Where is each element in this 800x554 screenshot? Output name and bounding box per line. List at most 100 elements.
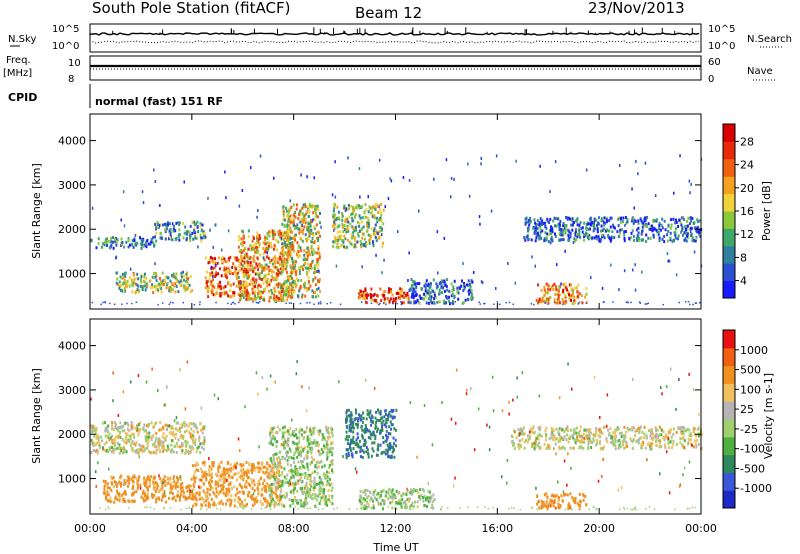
power-noise-cell bbox=[450, 195, 452, 199]
power-echo-cell bbox=[641, 238, 644, 242]
power-echo-cell bbox=[681, 226, 684, 230]
power-echo-cell bbox=[538, 299, 541, 303]
power-echo-cell bbox=[288, 241, 291, 245]
velocity-echo-cell bbox=[300, 450, 303, 454]
velocity-echo-cell bbox=[196, 430, 199, 434]
velocity-echo-cell bbox=[266, 482, 269, 486]
power-echo-cell bbox=[228, 258, 230, 262]
power-echo-cell bbox=[367, 293, 370, 297]
velocity-echo-cell bbox=[156, 482, 159, 486]
power-echo-cell bbox=[299, 265, 302, 269]
power-echo-cell bbox=[263, 288, 266, 292]
velocity-echo-cell bbox=[244, 504, 247, 508]
power-echo-cell bbox=[317, 215, 319, 219]
velocity-echo-cell bbox=[155, 431, 158, 435]
power-echo-cell bbox=[303, 225, 306, 229]
velocity-echo-cell bbox=[193, 476, 195, 480]
velocity-echo-cell bbox=[315, 444, 318, 447]
power-echo-cell bbox=[578, 228, 581, 232]
velocity-echo-cell bbox=[369, 436, 372, 440]
velocity-echo-cell bbox=[179, 435, 182, 439]
velocity-echo-cell bbox=[176, 480, 179, 484]
power-ground-dot bbox=[285, 302, 287, 304]
velocity-echo-cell bbox=[153, 486, 156, 490]
power-echo-cell bbox=[154, 275, 157, 279]
power-noise-cell bbox=[673, 191, 675, 195]
power-echo-cell bbox=[562, 228, 565, 232]
velocity-echo-cell bbox=[181, 486, 184, 489]
power-noise-cell bbox=[91, 206, 94, 210]
power-echo-cell bbox=[268, 244, 270, 248]
power-echo-cell bbox=[149, 286, 152, 290]
power-noise-cell bbox=[331, 193, 334, 197]
power-noise-cell bbox=[407, 279, 409, 282]
power-echo-cell bbox=[308, 202, 311, 206]
power-echo-cell bbox=[339, 237, 342, 241]
velocity-echo-cell bbox=[185, 423, 188, 427]
velocity-echo-cell bbox=[301, 473, 304, 476]
velocity-echo-cell bbox=[115, 481, 117, 484]
velocity-echo-cell bbox=[364, 430, 367, 434]
velocity-echo-cell bbox=[309, 483, 312, 487]
velocity-echo-cell bbox=[344, 437, 347, 441]
power-echo-cell bbox=[307, 228, 310, 231]
power-echo-cell bbox=[561, 238, 563, 241]
power-echo-cell bbox=[210, 280, 213, 284]
velocity-echo-cell bbox=[132, 432, 135, 436]
power-echo-cell bbox=[301, 265, 304, 269]
velocity-echo-cell bbox=[276, 425, 279, 429]
velocity-echo-cell bbox=[118, 492, 121, 496]
velocity-echo-cell bbox=[198, 493, 201, 497]
power-echo-cell bbox=[172, 229, 175, 233]
power-echo-cell bbox=[118, 286, 121, 290]
power-echo-cell bbox=[309, 228, 312, 232]
velocity-echo-cell bbox=[192, 447, 195, 451]
power-echo-cell bbox=[215, 291, 218, 295]
velocity-echo-cell bbox=[124, 448, 127, 452]
velocity-echo-cell bbox=[208, 465, 211, 468]
power-noise-cell bbox=[292, 280, 294, 284]
velocity-echo-cell bbox=[246, 473, 248, 477]
velocity-echo-cell bbox=[296, 489, 299, 493]
velocity-echo-cell bbox=[217, 465, 220, 469]
power-echo-cell bbox=[242, 296, 245, 300]
power-echo-cell bbox=[468, 288, 471, 292]
power-echo-cell bbox=[412, 292, 415, 296]
velocity-echo-cell bbox=[291, 499, 293, 502]
power-echo-cell bbox=[573, 231, 576, 235]
power-echo-cell bbox=[574, 233, 577, 237]
power-echo-cell bbox=[360, 245, 363, 249]
velocity-echo-cell bbox=[362, 450, 365, 454]
power-echo-cell bbox=[346, 238, 349, 242]
velocity-echo-cell bbox=[208, 471, 211, 475]
velocity-echo-cell bbox=[304, 484, 307, 488]
power-echo-cell bbox=[570, 287, 573, 291]
power-echo-cell bbox=[283, 257, 286, 261]
power-echo-cell bbox=[293, 249, 296, 253]
power-echo-cell bbox=[408, 288, 411, 292]
velocity-echo-cell bbox=[188, 496, 190, 500]
power-ytick-label: 2000 bbox=[58, 223, 86, 236]
power-echo-cell bbox=[600, 237, 603, 241]
power-echo-cell bbox=[279, 293, 282, 297]
power-echo-cell bbox=[240, 229, 243, 233]
power-echo-cell bbox=[187, 277, 190, 281]
velocity-echo-cell bbox=[165, 434, 168, 438]
power-echo-cell bbox=[180, 284, 183, 288]
velocity-echo-cell bbox=[161, 435, 164, 439]
velocity-echo-cell bbox=[101, 439, 103, 443]
power-echo-cell bbox=[307, 253, 310, 256]
power-echo-cell bbox=[138, 289, 141, 293]
power-echo-cell bbox=[360, 205, 363, 208]
power-echo-cell bbox=[292, 283, 295, 287]
power-echo-cell bbox=[283, 299, 286, 303]
velocity-echo-cell bbox=[223, 472, 226, 476]
velocity-echo-cell bbox=[357, 445, 360, 449]
power-echo-cell bbox=[286, 279, 289, 283]
power-echo-cell bbox=[247, 235, 250, 239]
power-echo-cell bbox=[313, 226, 316, 230]
power-echo-cell bbox=[556, 292, 559, 296]
power-ground-dot bbox=[612, 301, 614, 303]
velocity-echo-cell bbox=[187, 484, 190, 488]
velocity-echo-cell bbox=[272, 443, 274, 447]
